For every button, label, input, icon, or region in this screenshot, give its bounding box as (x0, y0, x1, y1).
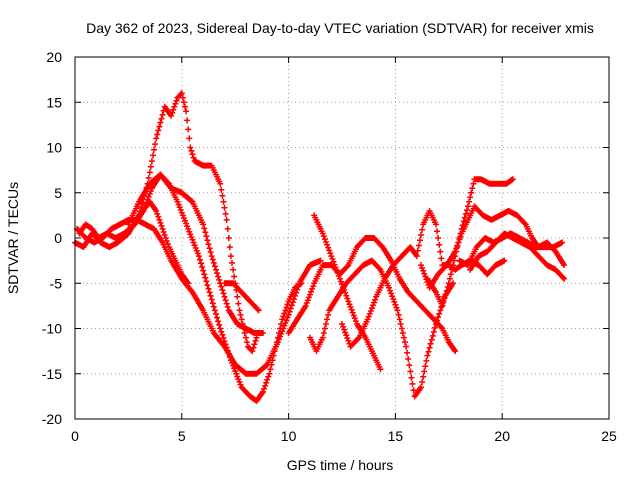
y-tick-label: -5 (50, 275, 63, 291)
series-markers (424, 176, 516, 309)
y-tick-label: 20 (46, 49, 62, 65)
series-markers (285, 235, 459, 355)
data-points (72, 90, 568, 404)
y-axis-label: SDTVAR / TECUs (5, 182, 21, 294)
x-tick-label: 10 (281, 428, 297, 444)
x-tick-label: 20 (494, 428, 510, 444)
series-track-e (136, 198, 192, 287)
series-track-f (221, 280, 262, 314)
series-track-i (285, 235, 459, 355)
series-track-k (424, 176, 516, 309)
plot-frame (74, 56, 610, 420)
x-tick-label: 5 (178, 428, 186, 444)
series-markers (125, 171, 266, 336)
y-tick-label: 10 (46, 140, 62, 156)
y-tick-label: 5 (54, 185, 62, 201)
series-track-n (456, 230, 565, 269)
series-markers (136, 198, 192, 287)
x-tick-label: 15 (388, 428, 404, 444)
x-axis-label: GPS time / hours (287, 457, 394, 473)
axis-ticks: 0 5 10 15 20 25 -20 -15 -10 -5 0 5 10 15 20 (42, 49, 617, 444)
y-tick-label: -15 (42, 366, 62, 382)
series-track-c (74, 216, 324, 377)
x-tick-label: 25 (601, 428, 617, 444)
chart-title: Day 362 of 2023, Sidereal Day-to-day VTE… (86, 20, 594, 36)
grid (75, 57, 609, 419)
y-tick-label: -10 (42, 321, 62, 337)
y-tick-label: -20 (42, 411, 62, 427)
series-track-d (125, 171, 266, 336)
series-markers (74, 216, 324, 377)
series-markers (456, 230, 565, 269)
series-markers (221, 280, 262, 314)
x-tick-label: 0 (71, 428, 79, 444)
y-tick-label: 15 (46, 94, 62, 110)
y-tick-label: 0 (54, 230, 62, 246)
